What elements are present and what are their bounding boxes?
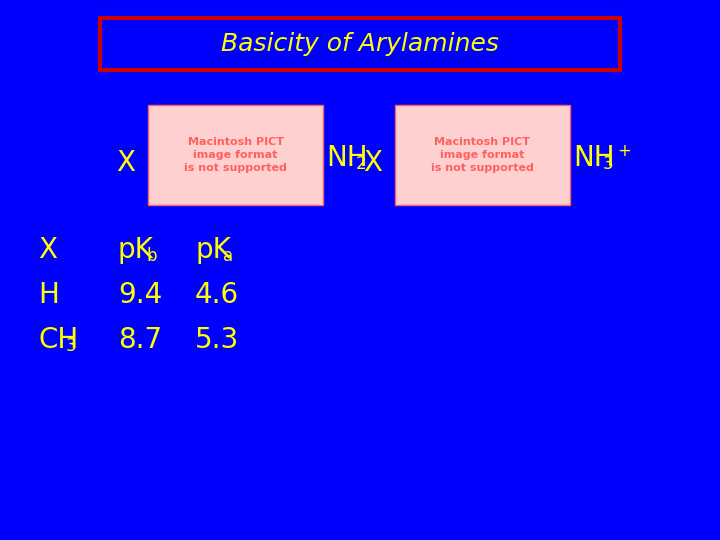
FancyBboxPatch shape — [148, 105, 323, 205]
Text: X: X — [116, 149, 135, 177]
Text: NH: NH — [326, 144, 368, 172]
Text: X: X — [363, 149, 382, 177]
FancyBboxPatch shape — [100, 18, 620, 70]
Text: +: + — [617, 142, 631, 160]
Text: 9.4: 9.4 — [118, 281, 162, 309]
Text: 3: 3 — [603, 155, 613, 173]
Text: 5.3: 5.3 — [195, 326, 239, 354]
Text: pK: pK — [195, 236, 231, 264]
Text: NH: NH — [573, 144, 615, 172]
Text: H: H — [38, 281, 59, 309]
Text: 4.6: 4.6 — [195, 281, 239, 309]
FancyBboxPatch shape — [395, 105, 570, 205]
Text: 3: 3 — [66, 337, 76, 355]
Text: a: a — [223, 247, 233, 265]
Text: Macintosh PICT
image format
is not supported: Macintosh PICT image format is not suppo… — [431, 137, 534, 173]
Text: 2: 2 — [356, 155, 366, 173]
Text: X: X — [38, 236, 57, 264]
Text: CH: CH — [38, 326, 78, 354]
Text: pK: pK — [118, 236, 154, 264]
Text: Macintosh PICT
image format
is not supported: Macintosh PICT image format is not suppo… — [184, 137, 287, 173]
Text: Basicity of Arylamines: Basicity of Arylamines — [221, 32, 499, 56]
Text: 8.7: 8.7 — [118, 326, 162, 354]
Text: b: b — [146, 247, 156, 265]
